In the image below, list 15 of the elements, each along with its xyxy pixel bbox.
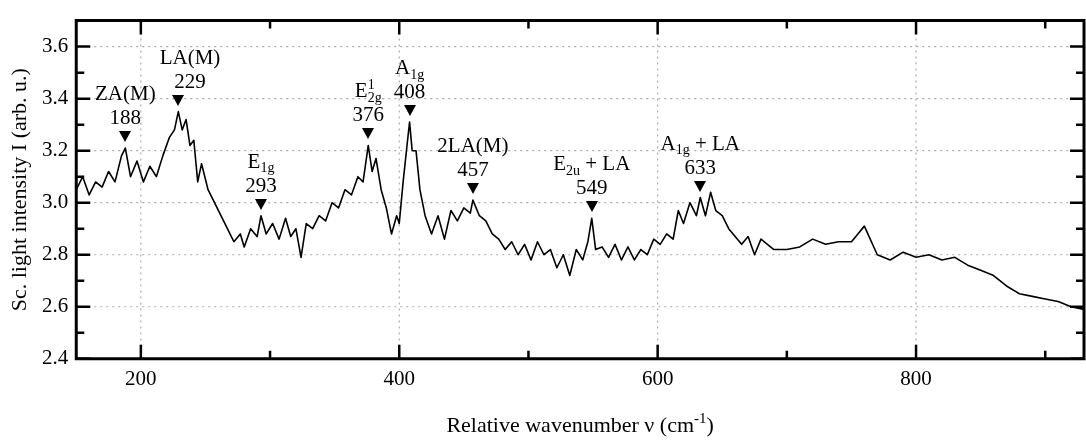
x-tick-label: 400 xyxy=(383,365,415,390)
y-tick-label: 3.4 xyxy=(42,85,69,110)
annotation: ZA(M) 188 xyxy=(95,81,156,130)
y-tick-label: 2.6 xyxy=(42,293,69,318)
annotation: LA(M) 229 xyxy=(159,44,221,93)
y-tick-label: 3.0 xyxy=(42,189,69,214)
x-tick-label: 600 xyxy=(641,365,674,390)
x-tick-label: 200 xyxy=(125,365,157,390)
y-axis-title: Sc. light intensity I (arb. u.) xyxy=(6,68,31,312)
annotation: 2LA(M) 457 xyxy=(437,133,509,182)
y-tick-label: 3.6 xyxy=(42,33,69,58)
y-tick-label: 3.2 xyxy=(42,137,69,162)
x-tick-label: 800 xyxy=(900,365,932,390)
y-tick-label: 2.8 xyxy=(42,241,69,266)
y-tick-label: 2.4 xyxy=(42,345,69,370)
